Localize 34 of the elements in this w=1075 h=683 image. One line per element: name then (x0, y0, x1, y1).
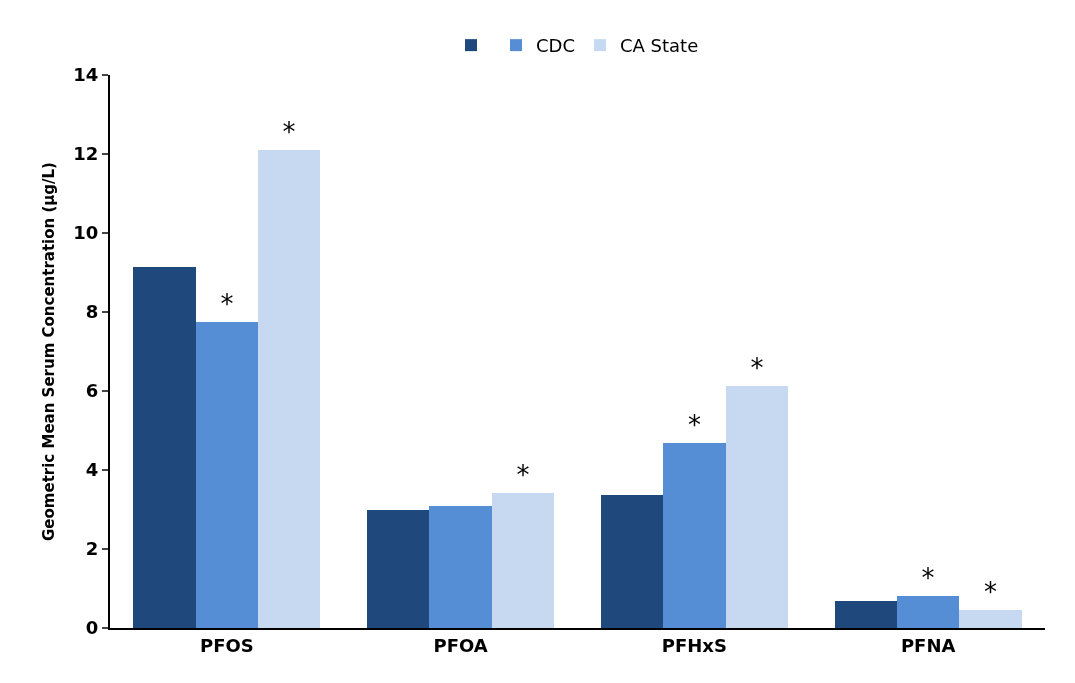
data-label: * (282, 117, 296, 147)
y-tick-label: 12 (73, 143, 99, 165)
data-label: * (516, 460, 530, 490)
bar (959, 610, 1022, 628)
legend-label: CA State (620, 35, 699, 57)
bar (133, 267, 196, 628)
bar (663, 443, 726, 628)
y-tick-label: 4 (85, 459, 99, 481)
x-tick-label: PFOS (200, 634, 254, 656)
legend-label: CDC (536, 35, 575, 57)
y-tick-label: 8 (85, 301, 99, 323)
bar (196, 322, 258, 628)
x-tick-label: PFHxS (661, 634, 727, 656)
y-tick-label: 0 (85, 617, 99, 639)
data-label: * (984, 577, 997, 607)
data-label: * (220, 289, 234, 319)
x-tick-label: PFOA (433, 634, 488, 656)
x-tick-label: PFNA (900, 634, 956, 656)
bar (258, 150, 320, 628)
bar (835, 601, 897, 628)
data-label: * (688, 410, 701, 440)
bar (897, 596, 959, 628)
y-tick-label: 10 (73, 222, 99, 244)
y-tick-label: 14 (73, 64, 99, 86)
bar (367, 510, 429, 628)
bar (429, 506, 492, 628)
data-label: * (750, 353, 764, 383)
y-tick-label: 6 (85, 380, 99, 402)
bar (492, 493, 554, 628)
bar (726, 386, 788, 628)
y-axis-title: Geometric Mean Serum Concentration (µg/L) (40, 162, 59, 541)
bar (601, 495, 663, 628)
data-label: * (921, 563, 935, 593)
y-tick-label: 2 (85, 538, 99, 560)
